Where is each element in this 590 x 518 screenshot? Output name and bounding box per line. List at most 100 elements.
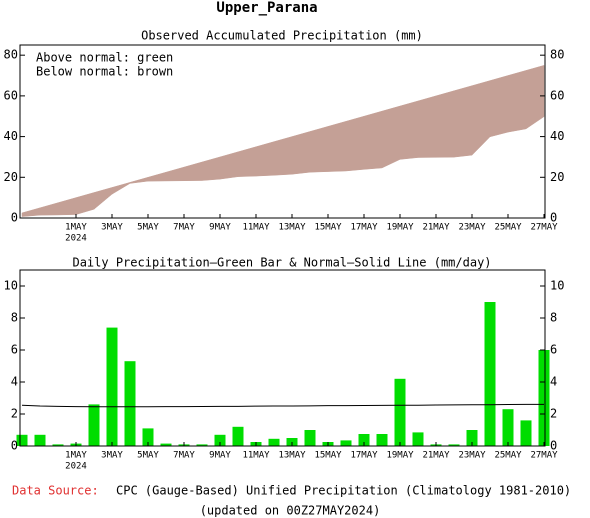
bar — [466, 430, 478, 446]
bar — [160, 443, 172, 446]
bar — [214, 434, 226, 446]
x-tick-label: 25MAY — [494, 223, 522, 233]
bar — [484, 302, 496, 446]
bar — [502, 409, 514, 446]
difference-area — [255, 141, 275, 177]
y-tick-label: 0 — [11, 211, 18, 225]
bar — [412, 432, 424, 446]
bar — [394, 378, 406, 446]
difference-area — [363, 110, 383, 170]
x-tick-label: 13MAY — [278, 223, 306, 233]
difference-area — [399, 100, 419, 160]
y2-tick-label: 4 — [550, 375, 557, 389]
x-tick-label: 5MAY — [137, 223, 159, 233]
y-tick-label: 6 — [11, 343, 18, 357]
bar — [538, 350, 550, 446]
plot-frame — [19, 269, 546, 447]
bar — [34, 434, 46, 446]
difference-area — [57, 197, 77, 216]
y-tick-label: 10 — [4, 279, 18, 293]
x-tick-label: 17MAY — [350, 451, 378, 461]
x-tick-label: 21MAY — [422, 223, 450, 233]
y2-tick-label: 0 — [550, 211, 557, 225]
difference-area — [291, 131, 311, 175]
panel-title: Observed Accumulated Precipitation (mm) — [141, 29, 423, 43]
x-tick-label: 5MAY — [137, 451, 159, 461]
difference-area — [525, 65, 545, 130]
x-tick-label: 7MAY — [173, 451, 195, 461]
updated: (updated on 00Z27MAY2024) — [200, 504, 381, 518]
y-tick-label: 40 — [4, 129, 18, 143]
normal-line — [21, 403, 544, 408]
difference-area — [507, 70, 527, 133]
x-tick-label: 15MAY — [314, 451, 342, 461]
x-tick-label: 7MAY — [173, 223, 195, 233]
bar — [52, 444, 64, 446]
y-tick-label: 8 — [11, 311, 18, 325]
difference-area — [381, 105, 401, 169]
difference-area — [21, 207, 41, 217]
legend-note: Below normal: brown — [36, 65, 173, 79]
bar — [304, 430, 316, 446]
difference-area — [309, 126, 329, 173]
x-tick-label: 19MAY — [386, 223, 414, 233]
y-tick-label: 60 — [4, 88, 18, 102]
x-tick-label: 9MAY — [209, 451, 231, 461]
y2-tick-label: 2 — [550, 407, 557, 421]
bar — [358, 434, 370, 446]
difference-area — [219, 151, 239, 180]
y2-tick-label: 80 — [550, 48, 564, 62]
bar — [232, 426, 244, 446]
x-tick-label: 27MAY — [530, 223, 558, 233]
bar — [16, 434, 28, 446]
difference-area — [273, 136, 293, 176]
difference-area — [453, 85, 473, 158]
difference-area — [147, 171, 167, 182]
difference-area — [183, 161, 203, 182]
bar — [88, 404, 100, 446]
difference-area — [75, 192, 95, 215]
y2-tick-label: 60 — [550, 88, 564, 102]
year-label: 2024 — [65, 462, 87, 472]
y-tick-label: 20 — [4, 170, 18, 184]
y2-tick-label: 8 — [550, 311, 557, 325]
difference-area — [237, 146, 257, 177]
y2-tick-label: 0 — [550, 439, 557, 453]
difference-area — [93, 187, 113, 210]
difference-area — [165, 166, 185, 182]
difference-area — [435, 90, 455, 158]
x-tick-label: 25MAY — [494, 451, 522, 461]
difference-area — [39, 202, 59, 216]
x-tick-label: 27MAY — [530, 451, 558, 461]
page-title: Upper_Parana — [216, 0, 317, 16]
x-tick-label: 11MAY — [242, 223, 270, 233]
year-label: 2024 — [65, 234, 87, 244]
x-tick-label: 3MAY — [101, 451, 123, 461]
y-tick-label: 0 — [11, 439, 18, 453]
bar — [340, 440, 352, 446]
x-tick-label: 19MAY — [386, 451, 414, 461]
bar — [124, 361, 136, 446]
difference-area — [489, 75, 509, 138]
difference-area — [201, 156, 221, 181]
x-tick-label: 23MAY — [458, 223, 486, 233]
difference-area — [471, 80, 491, 156]
legend-note: Above normal: green — [36, 51, 173, 65]
x-tick-label: 13MAY — [278, 451, 306, 461]
y-tick-label: 80 — [4, 48, 18, 62]
difference-area — [345, 115, 365, 172]
y-tick-label: 4 — [11, 375, 18, 389]
plot-frame — [19, 44, 546, 219]
x-tick-label: 9MAY — [209, 223, 231, 233]
x-tick-label: 1MAY — [65, 451, 87, 461]
difference-area — [111, 182, 131, 195]
difference-area — [327, 120, 347, 172]
x-tick-label: 21MAY — [422, 451, 450, 461]
difference-area — [417, 95, 437, 158]
source-label: Data Source: — [12, 484, 99, 498]
bar — [520, 420, 532, 446]
bar — [376, 434, 388, 446]
x-tick-label: 1MAY — [65, 223, 87, 233]
x-tick-label: 23MAY — [458, 451, 486, 461]
